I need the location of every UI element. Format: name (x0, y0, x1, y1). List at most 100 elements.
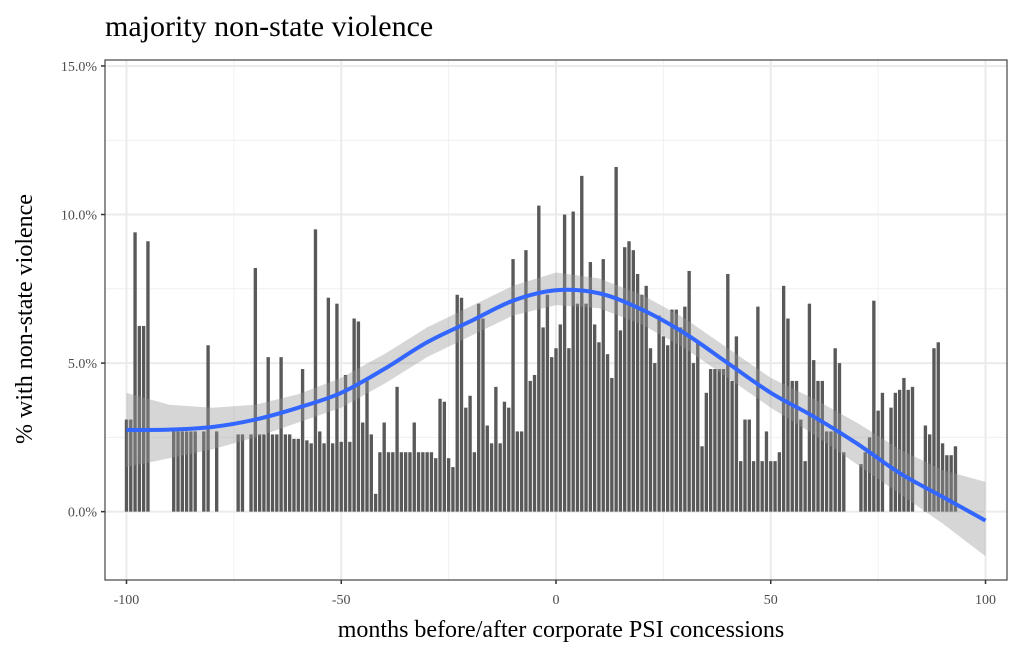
bar (880, 392, 885, 512)
bar (739, 461, 743, 512)
bar (790, 380, 794, 512)
bar (249, 434, 253, 512)
bar (442, 401, 446, 512)
bar (270, 434, 275, 512)
bar (421, 452, 425, 512)
x-tick-label: 100 (975, 593, 996, 608)
bar (399, 452, 404, 512)
bar (696, 342, 700, 512)
bar (614, 166, 618, 512)
bar (618, 330, 623, 512)
bar (661, 336, 666, 512)
bar (876, 410, 880, 512)
x-tick-label: 50 (764, 593, 778, 608)
x-tick-label: -50 (332, 593, 351, 608)
bar (897, 389, 902, 512)
bar (378, 452, 382, 512)
bar (670, 309, 674, 512)
y-axis: 0.0% 5.0% 10.0% 15.0% (61, 60, 105, 521)
bar (202, 431, 206, 512)
bar (631, 250, 635, 512)
bar (403, 452, 408, 512)
bar (588, 262, 593, 512)
bar (292, 438, 296, 512)
bar (936, 342, 940, 512)
bar (412, 422, 416, 512)
bar (343, 374, 348, 512)
bar (760, 461, 764, 512)
bar (666, 345, 670, 512)
bar (777, 452, 782, 512)
bar (425, 452, 429, 512)
bar (726, 273, 730, 512)
bar (923, 425, 928, 512)
bar (743, 419, 747, 512)
bar (184, 431, 189, 512)
bar (537, 205, 541, 512)
bar (799, 419, 803, 512)
bar (940, 443, 945, 512)
bar (635, 273, 640, 512)
bar (863, 452, 867, 512)
bar (584, 303, 588, 512)
bar (687, 270, 691, 512)
bar (769, 461, 773, 512)
bar (141, 325, 146, 512)
bar (253, 268, 258, 512)
bar (640, 294, 644, 512)
bar (464, 407, 468, 512)
bar (837, 363, 842, 512)
bar (872, 300, 876, 512)
bar (562, 214, 567, 512)
bar (416, 452, 421, 512)
bar (721, 369, 726, 512)
bar (124, 419, 129, 512)
bar (137, 325, 142, 512)
bar (348, 441, 352, 512)
bar (674, 309, 678, 512)
bar (713, 369, 717, 512)
bar (953, 446, 958, 512)
bar (829, 431, 833, 512)
bar (146, 241, 150, 512)
bar (704, 392, 709, 512)
bar (627, 241, 631, 512)
bar (129, 419, 133, 512)
bar (309, 443, 313, 512)
bar (747, 419, 751, 512)
bar (786, 318, 790, 512)
bar (902, 377, 906, 512)
bar (519, 431, 524, 512)
bar (820, 380, 824, 512)
bar (842, 452, 846, 512)
bar (189, 431, 193, 512)
y-tick-label: 15.0% (61, 60, 98, 75)
bar (910, 386, 915, 512)
bar (751, 461, 756, 512)
bar (266, 357, 270, 512)
chart-title: majority non-state violence (105, 10, 433, 43)
bar (318, 431, 322, 512)
bar (906, 389, 910, 512)
bar (575, 303, 580, 512)
bar (764, 431, 769, 512)
bar (773, 461, 777, 512)
bar (498, 443, 502, 512)
bar (550, 357, 554, 512)
bar (176, 431, 180, 512)
bar (369, 434, 373, 512)
bar (653, 363, 657, 512)
bar (489, 443, 494, 512)
bar (451, 467, 455, 512)
bar (859, 464, 863, 512)
bar (477, 303, 481, 512)
bar (932, 348, 936, 512)
bar (339, 441, 343, 512)
bar (408, 452, 412, 512)
bar (708, 369, 713, 512)
bar (678, 327, 683, 512)
bar (794, 380, 799, 512)
bar (275, 434, 279, 512)
bar (683, 306, 687, 512)
